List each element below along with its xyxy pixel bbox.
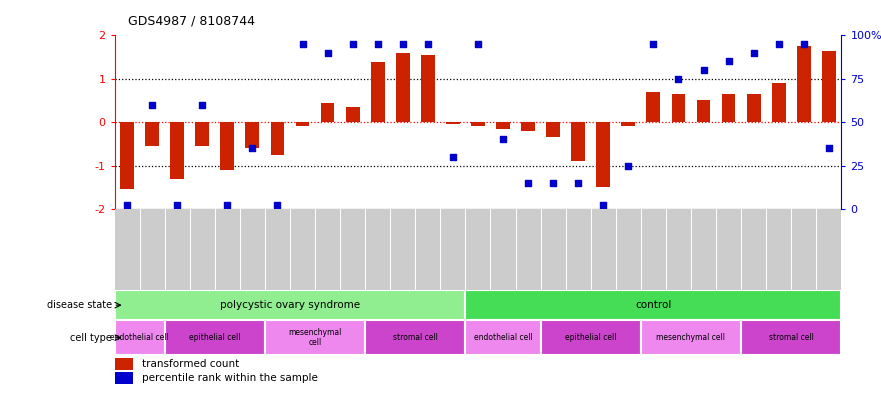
Bar xyxy=(196,122,209,146)
Bar xyxy=(571,122,585,161)
Point xyxy=(345,41,359,47)
Text: polycystic ovary syndrome: polycystic ovary syndrome xyxy=(220,300,360,310)
Point xyxy=(722,58,736,64)
Text: stromal cell: stromal cell xyxy=(769,333,814,342)
Point xyxy=(796,41,811,47)
Bar xyxy=(321,103,335,122)
Bar xyxy=(145,122,159,146)
Bar xyxy=(671,94,685,122)
Text: epithelial cell: epithelial cell xyxy=(189,333,241,342)
Point xyxy=(245,145,259,151)
Point xyxy=(571,180,585,186)
Bar xyxy=(471,122,485,127)
Bar xyxy=(170,122,184,178)
Text: endothelial cell: endothelial cell xyxy=(110,333,169,342)
Bar xyxy=(465,320,541,355)
Bar xyxy=(220,122,234,170)
Text: transformed count: transformed count xyxy=(142,359,240,369)
Point xyxy=(145,102,159,108)
Bar xyxy=(596,122,611,187)
Text: control: control xyxy=(635,300,671,310)
Text: mesenchymal cell: mesenchymal cell xyxy=(656,333,725,342)
Bar xyxy=(396,53,410,122)
Bar xyxy=(741,320,841,355)
Bar xyxy=(165,320,265,355)
Bar xyxy=(465,290,841,320)
Bar xyxy=(115,372,133,384)
Point xyxy=(270,202,285,209)
Point xyxy=(822,145,836,151)
Bar xyxy=(246,122,259,148)
Point xyxy=(697,67,711,73)
Point xyxy=(196,102,210,108)
Text: stromal cell: stromal cell xyxy=(393,333,438,342)
Point xyxy=(396,41,410,47)
Bar xyxy=(747,94,760,122)
Text: GDS4987 / 8108744: GDS4987 / 8108744 xyxy=(128,15,255,28)
Text: epithelial cell: epithelial cell xyxy=(565,333,617,342)
Point xyxy=(321,50,335,56)
Bar xyxy=(797,46,811,122)
Bar xyxy=(822,51,836,122)
Bar xyxy=(115,290,465,320)
Bar xyxy=(365,320,465,355)
Text: disease state: disease state xyxy=(47,300,112,310)
Bar xyxy=(120,122,134,189)
Bar xyxy=(345,107,359,122)
Point xyxy=(496,136,510,143)
Bar xyxy=(270,122,285,155)
Point xyxy=(470,41,485,47)
Bar xyxy=(722,94,736,122)
Point xyxy=(421,41,435,47)
Text: endothelial cell: endothelial cell xyxy=(474,333,532,342)
Bar xyxy=(371,62,385,122)
Bar xyxy=(446,122,460,124)
Point xyxy=(647,41,661,47)
Bar xyxy=(621,122,635,127)
Bar xyxy=(496,122,510,129)
Bar xyxy=(772,83,786,122)
Bar xyxy=(522,122,535,131)
Point xyxy=(546,180,560,186)
Bar xyxy=(640,320,741,355)
Bar xyxy=(421,55,434,122)
Bar xyxy=(296,122,309,127)
Point xyxy=(521,180,535,186)
Bar xyxy=(541,320,640,355)
Bar xyxy=(115,320,165,355)
Point xyxy=(220,202,234,209)
Bar xyxy=(697,101,710,122)
Bar xyxy=(115,358,133,370)
Bar xyxy=(647,92,660,122)
Point xyxy=(772,41,786,47)
Point xyxy=(170,202,184,209)
Point xyxy=(671,75,685,82)
Point xyxy=(746,50,760,56)
Point xyxy=(120,202,134,209)
Point xyxy=(295,41,309,47)
Point xyxy=(621,162,635,169)
Point xyxy=(446,154,460,160)
Point xyxy=(596,202,611,209)
Text: cell type: cell type xyxy=(70,333,112,343)
Bar xyxy=(546,122,560,137)
Text: percentile rank within the sample: percentile rank within the sample xyxy=(142,373,318,383)
Bar xyxy=(265,320,365,355)
Text: mesenchymal
cell: mesenchymal cell xyxy=(288,328,342,347)
Point xyxy=(371,41,385,47)
